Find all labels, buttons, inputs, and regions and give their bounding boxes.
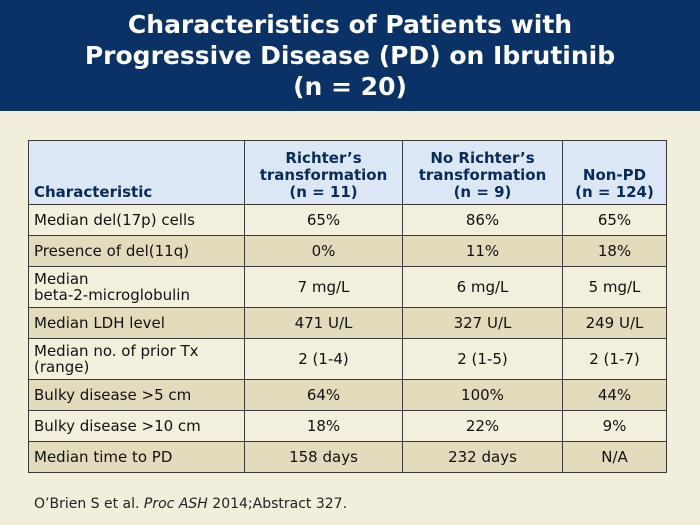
header-richters: Richter’s transformation (n = 11) [244, 140, 403, 205]
row-label: Median del(17p) cells [28, 204, 245, 236]
title-line-1: Characteristics of Patients with [127, 10, 573, 39]
row-label-text: Bulky disease >5 cm [34, 386, 192, 404]
row-label: Median LDH level [28, 307, 245, 339]
cell-no-richters: 2 (1-5) [402, 338, 563, 380]
table-row: Bulky disease >10 cm 18% 22% 9% [28, 410, 667, 442]
citation-journal: Proc ASH [143, 496, 208, 512]
row-label-text: Median LDH level [34, 314, 165, 332]
cell-non-pd: N/A [562, 441, 667, 473]
characteristics-table: Characteristic Richter’s transformation … [28, 140, 667, 473]
cell-richters: 158 days [244, 441, 403, 473]
cell-no-richters: 327 U/L [402, 307, 563, 339]
header-no-richters-line-2: transformation [418, 166, 547, 184]
header-non-pd-line-1: Non-PD [582, 166, 647, 184]
cell-no-richters: 86% [402, 204, 563, 236]
table-row: Median time to PD 158 days 232 days N/A [28, 441, 667, 473]
cell-non-pd: 2 (1-7) [562, 338, 667, 380]
title-line-3: (n = 20) [293, 72, 407, 101]
cell-non-pd: 9% [562, 410, 667, 442]
header-non-pd-line-2: (n = 124) [575, 183, 654, 201]
header-richters-line-2: transformation [259, 166, 388, 184]
row-label: Median time to PD [28, 441, 245, 473]
cell-no-richters: 22% [402, 410, 563, 442]
cell-non-pd: 65% [562, 204, 667, 236]
cell-no-richters: 6 mg/L [402, 266, 563, 308]
row-label-text-line-2: beta-2-microglobulin [34, 286, 190, 304]
cell-non-pd: 44% [562, 379, 667, 411]
citation-details: 2014;Abstract 327. [212, 496, 348, 512]
cell-no-richters: 232 days [402, 441, 563, 473]
row-label-text: Median del(17p) cells [34, 211, 195, 229]
row-label: Bulky disease >5 cm [28, 379, 245, 411]
row-label-text-line-2: (range) [34, 358, 90, 376]
row-label-text: Median no. of prior Tx [34, 342, 199, 360]
title-line-2: Progressive Disease (PD) on Ibrutinib [84, 41, 616, 70]
table-row: Median beta-2-microglobulin 7 mg/L 6 mg/… [28, 266, 667, 308]
header-no-richters: No Richter’s transformation (n = 9) [402, 140, 563, 205]
row-label-text: Median [34, 270, 89, 288]
table-row: Bulky disease >5 cm 64% 100% 44% [28, 379, 667, 411]
table-header-row: Characteristic Richter’s transformation … [28, 140, 667, 205]
row-label: Bulky disease >10 cm [28, 410, 245, 442]
cell-non-pd: 18% [562, 235, 667, 267]
row-label: Presence of del(11q) [28, 235, 245, 267]
cell-richters: 0% [244, 235, 403, 267]
row-label-text: Bulky disease >10 cm [34, 417, 201, 435]
citation: O’Brien S et al. Proc ASH 2014;Abstract … [34, 496, 347, 512]
header-richters-line-3: (n = 11) [289, 183, 358, 201]
cell-no-richters: 100% [402, 379, 563, 411]
row-label-text: Median time to PD [34, 448, 173, 466]
citation-authors: O’Brien S et al. [34, 496, 140, 512]
header-no-richters-line-1: No Richter’s [430, 149, 535, 167]
cell-richters: 64% [244, 379, 403, 411]
title-banner: Characteristics of Patients with Progres… [0, 0, 700, 111]
table-row: Median LDH level 471 U/L 327 U/L 249 U/L [28, 307, 667, 339]
cell-richters: 18% [244, 410, 403, 442]
table-row: Median del(17p) cells 65% 86% 65% [28, 204, 667, 236]
row-label-text: Presence of del(11q) [34, 242, 190, 260]
row-label: Median no. of prior Tx (range) [28, 338, 245, 380]
header-characteristic: Characteristic [28, 140, 245, 205]
cell-richters: 471 U/L [244, 307, 403, 339]
row-label: Median beta-2-microglobulin [28, 266, 245, 308]
header-characteristic-text: Characteristic [34, 183, 153, 201]
cell-no-richters: 11% [402, 235, 563, 267]
cell-non-pd: 5 mg/L [562, 266, 667, 308]
table-row: Presence of del(11q) 0% 11% 18% [28, 235, 667, 267]
cell-richters: 2 (1-4) [244, 338, 403, 380]
table-row: Median no. of prior Tx (range) 2 (1-4) 2… [28, 338, 667, 380]
cell-richters: 7 mg/L [244, 266, 403, 308]
header-richters-line-1: Richter’s [285, 149, 362, 167]
cell-richters: 65% [244, 204, 403, 236]
header-non-pd: Non-PD (n = 124) [562, 140, 667, 205]
cell-non-pd: 249 U/L [562, 307, 667, 339]
header-no-richters-line-3: (n = 9) [453, 183, 512, 201]
